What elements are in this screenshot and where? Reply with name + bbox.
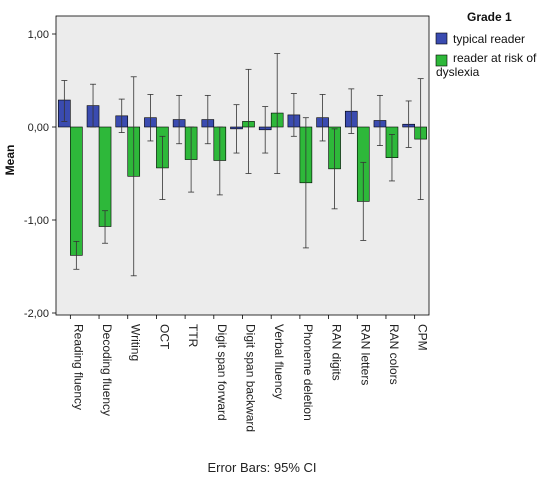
- x-tick-label: RAN colors: [387, 324, 401, 385]
- x-tick-label: Phoneme deletion: [301, 324, 315, 421]
- legend-label-at-risk: reader at risk of dyslexia: [436, 51, 537, 79]
- y-tick-label: -2,00: [24, 308, 49, 320]
- legend-swatch-at-risk: [435, 54, 448, 67]
- x-tick-label: Writing: [129, 324, 143, 361]
- x-tick-label: Digit span forward: [215, 324, 229, 421]
- y-axis: 1,00 0,00 -1,00 -2,00: [24, 29, 56, 320]
- plot-area: [55, 15, 430, 316]
- y-tick-label: 1,00: [28, 29, 49, 41]
- error-bars: [61, 53, 424, 277]
- x-tick-label: TTR: [186, 324, 200, 348]
- legend-label-typical: typical reader: [453, 32, 525, 46]
- y-tick-label: 0,00: [28, 122, 49, 134]
- legend-title: Grade 1: [467, 10, 512, 24]
- x-tick-label: Digit span backward: [244, 324, 258, 432]
- legend-swatch-typical: [435, 32, 448, 45]
- x-tick-label: Reading fluency: [71, 324, 85, 410]
- y-axis-label: Mean: [3, 145, 17, 176]
- x-tick-label: OCT: [157, 324, 171, 350]
- bar-at-risk: [70, 126, 83, 256]
- x-tick-label: RAN digits: [330, 324, 344, 381]
- x-tick-label: RAN letters: [358, 324, 372, 385]
- y-tick-label: -1,00: [24, 215, 49, 227]
- x-tick-label: Decoding fluency: [100, 324, 114, 416]
- x-tick-label: Verbal fluency: [272, 324, 286, 399]
- x-tick-label: CPM: [416, 324, 430, 351]
- x-axis: Reading fluency Decoding fluency Writing OC…: [69, 315, 430, 432]
- legend: Grade 1 typical reader reader at risk of…: [435, 10, 537, 79]
- footnote: Error Bars: 95% CI: [207, 460, 316, 475]
